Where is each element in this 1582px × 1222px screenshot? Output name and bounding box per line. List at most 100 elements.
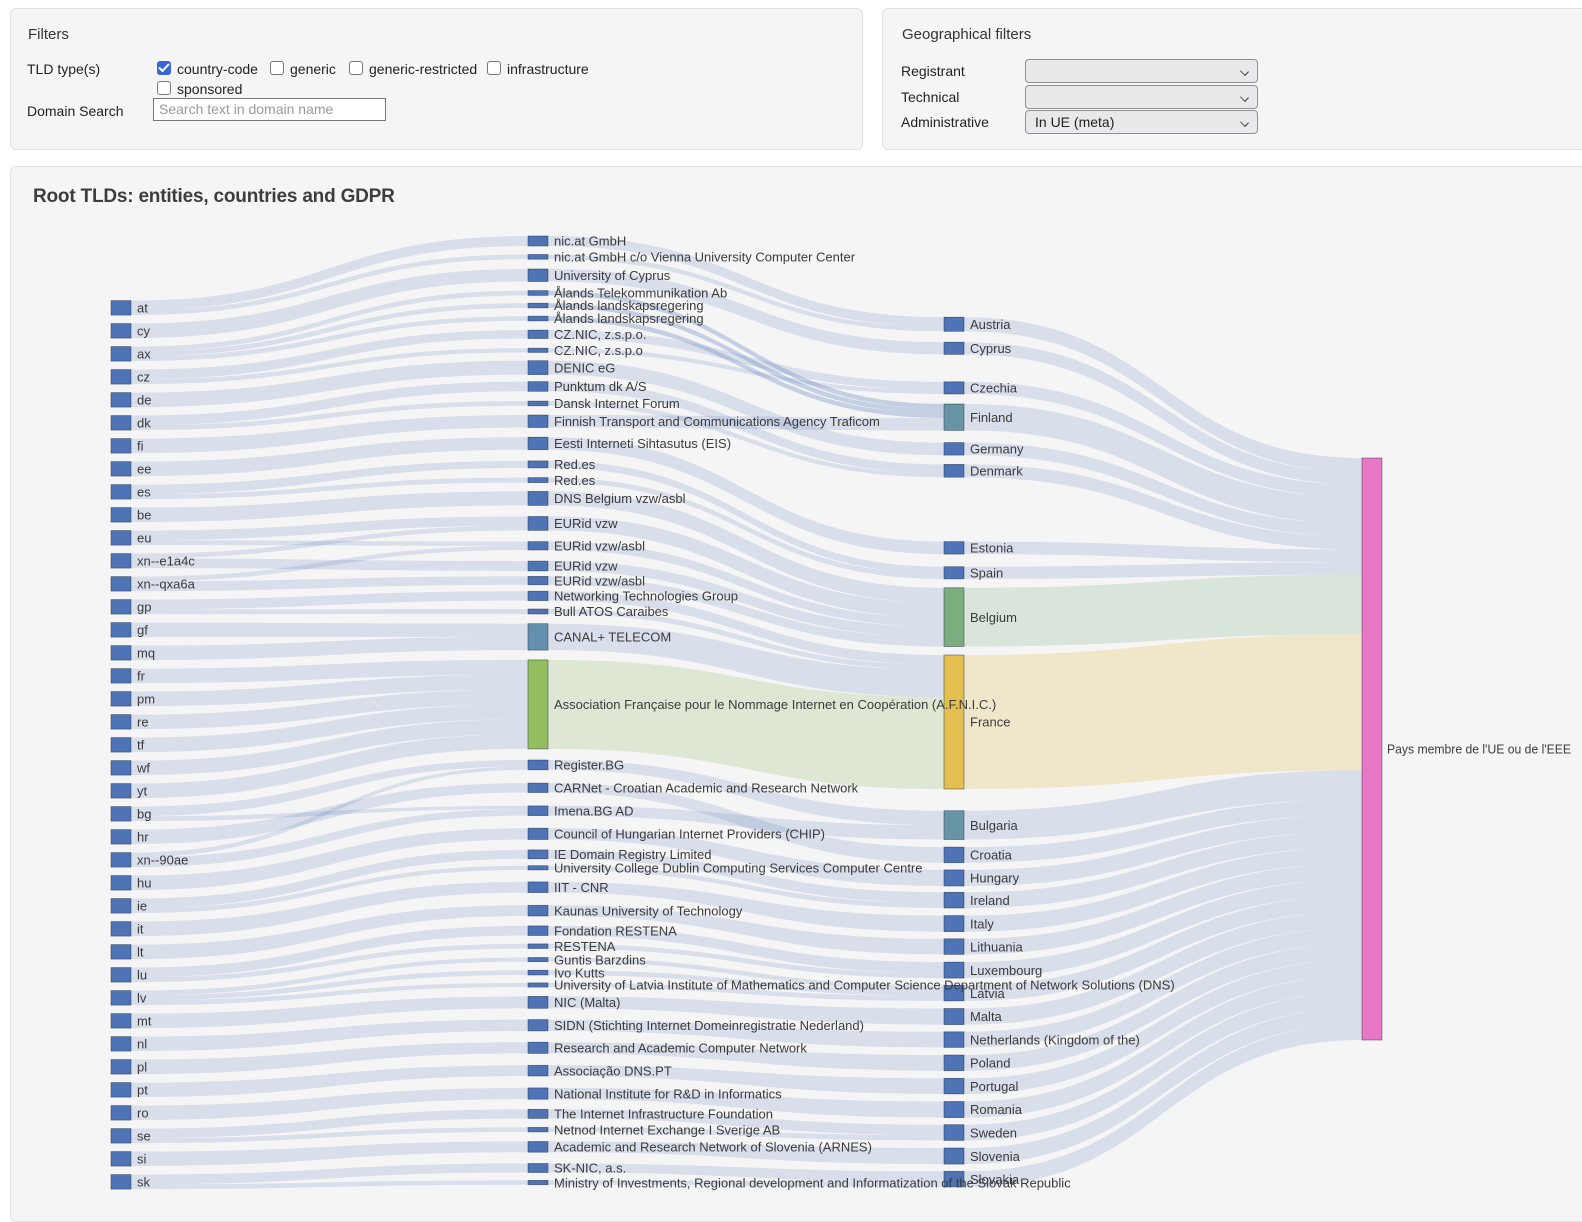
svg-text:mq: mq <box>137 646 155 661</box>
svg-text:pm: pm <box>137 692 155 707</box>
svg-text:Red.es: Red.es <box>554 457 596 472</box>
svg-text:gp: gp <box>137 600 151 615</box>
svg-text:Malta: Malta <box>970 1009 1003 1024</box>
svg-text:Eesti Interneti Sihtasutus (EI: Eesti Interneti Sihtasutus (EIS) <box>554 436 731 451</box>
svg-text:Czechia: Czechia <box>970 381 1018 396</box>
svg-text:Council of Hungarian Internet: Council of Hungarian Internet Providers … <box>554 827 825 842</box>
svg-text:fi: fi <box>137 439 144 454</box>
svg-text:tf: tf <box>137 738 145 753</box>
svg-text:CZ.NIC, z.s.p.o: CZ.NIC, z.s.p.o <box>554 343 643 358</box>
svg-text:CZ.NIC, z.s.p.o.: CZ.NIC, z.s.p.o. <box>554 327 646 342</box>
svg-text:University College Dublin Comp: University College Dublin Computing Serv… <box>554 861 923 876</box>
svg-text:mt: mt <box>137 1014 152 1029</box>
svg-text:be: be <box>137 508 151 523</box>
svg-text:ro: ro <box>137 1106 149 1121</box>
svg-text:pl: pl <box>137 1060 147 1075</box>
svg-text:Ålands landskapsregering: Ålands landskapsregering <box>554 298 704 313</box>
svg-text:EURid vzw: EURid vzw <box>554 516 618 531</box>
svg-text:Ireland: Ireland <box>970 893 1010 908</box>
svg-text:Red.es: Red.es <box>554 473 596 488</box>
svg-text:University of Cyprus: University of Cyprus <box>554 268 671 283</box>
svg-text:Italy: Italy <box>970 916 994 931</box>
svg-text:de: de <box>137 393 151 408</box>
svg-text:si: si <box>137 1152 147 1167</box>
svg-text:Luxembourg: Luxembourg <box>970 963 1042 978</box>
svg-text:DENIC eG: DENIC eG <box>554 360 615 375</box>
svg-text:Fondation RESTENA: Fondation RESTENA <box>554 923 677 938</box>
svg-text:gf: gf <box>137 623 148 638</box>
svg-text:Portugal: Portugal <box>970 1079 1019 1094</box>
svg-text:Austria: Austria <box>970 317 1011 332</box>
svg-text:Guntis Barzdins: Guntis Barzdins <box>554 952 646 967</box>
svg-text:Lithuania: Lithuania <box>970 939 1024 954</box>
svg-text:ie: ie <box>137 899 147 914</box>
svg-text:wf: wf <box>136 761 150 776</box>
svg-text:fr: fr <box>137 669 146 684</box>
svg-text:hu: hu <box>137 876 151 891</box>
svg-text:Dansk Internet Forum: Dansk Internet Forum <box>554 396 680 411</box>
svg-text:Finnish Transport and Communic: Finnish Transport and Communications Age… <box>554 414 880 429</box>
svg-text:Romania: Romania <box>970 1102 1023 1117</box>
svg-text:Hungary: Hungary <box>970 871 1020 886</box>
svg-text:lu: lu <box>137 968 147 983</box>
svg-text:re: re <box>137 715 149 730</box>
svg-text:Kaunas University of Technolog: Kaunas University of Technology <box>554 903 743 918</box>
svg-text:IIT - CNR: IIT - CNR <box>554 880 609 895</box>
svg-text:lv: lv <box>137 991 147 1006</box>
svg-text:Bull ATOS Caraibes: Bull ATOS Caraibes <box>554 604 669 619</box>
svg-text:EURid vzw/asbl: EURid vzw/asbl <box>554 539 645 554</box>
svg-text:at: at <box>137 301 148 316</box>
svg-text:yt: yt <box>137 784 148 799</box>
svg-text:Networking Technologies Group: Networking Technologies Group <box>554 589 738 604</box>
svg-text:xn--e1a4c: xn--e1a4c <box>137 554 195 569</box>
svg-text:IE Domain Registry Limited: IE Domain Registry Limited <box>554 847 712 862</box>
svg-text:cy: cy <box>137 324 151 339</box>
svg-text:Bulgaria: Bulgaria <box>970 818 1018 833</box>
svg-text:nic.at GmbH c/o Vienna Univers: nic.at GmbH c/o Vienna University Comput… <box>554 250 856 265</box>
svg-text:SIDN (Stichting Internet Domei: SIDN (Stichting Internet Domeinregistrat… <box>554 1018 864 1033</box>
svg-text:National Institute for R&D in: National Institute for R&D in Informatic… <box>554 1086 782 1101</box>
svg-text:sk: sk <box>137 1175 151 1190</box>
svg-text:Cyprus: Cyprus <box>970 341 1012 356</box>
svg-text:Slovenia: Slovenia <box>970 1149 1021 1164</box>
svg-text:Punktum dk A/S: Punktum dk A/S <box>554 379 647 394</box>
svg-text:NIC (Malta): NIC (Malta) <box>554 995 620 1010</box>
svg-text:xn--90ae: xn--90ae <box>137 853 188 868</box>
svg-text:Ålands Telekommunikation Ab: Ålands Telekommunikation Ab <box>554 286 727 301</box>
svg-text:Pays membre de l'UE ou de l'EE: Pays membre de l'UE ou de l'EEE <box>1387 742 1571 757</box>
svg-text:bg: bg <box>137 807 151 822</box>
svg-text:hr: hr <box>137 830 149 845</box>
svg-text:Spain: Spain <box>970 566 1003 581</box>
svg-text:CANAL+ TELECOM: CANAL+ TELECOM <box>554 630 671 645</box>
svg-text:it: it <box>137 922 144 937</box>
svg-text:Belgium: Belgium <box>970 610 1017 625</box>
svg-text:lt: lt <box>137 945 144 960</box>
svg-text:Ålands landskapsregering: Ålands landskapsregering <box>554 311 704 326</box>
svg-text:ax: ax <box>137 347 151 362</box>
svg-text:The Internet Infrastructure Fo: The Internet Infrastructure Foundation <box>554 1107 773 1122</box>
svg-text:Ministry of Investments, Regio: Ministry of Investments, Regional develo… <box>554 1175 1071 1190</box>
svg-text:cz: cz <box>137 370 150 385</box>
svg-text:EURid vzw/asbl: EURid vzw/asbl <box>554 573 645 588</box>
svg-text:se: se <box>137 1129 151 1144</box>
svg-text:nic.at GmbH: nic.at GmbH <box>554 234 626 249</box>
svg-text:CARNet - Croatian Academic and: CARNet - Croatian Academic and Research … <box>554 781 859 796</box>
svg-text:xn--qxa6a: xn--qxa6a <box>137 577 196 592</box>
svg-text:Latvia: Latvia <box>970 986 1005 1001</box>
svg-text:Associação DNS.PT: Associação DNS.PT <box>554 1063 672 1078</box>
svg-text:Research and Academic Computer: Research and Academic Computer Network <box>554 1041 807 1056</box>
svg-text:Register.BG: Register.BG <box>554 758 624 773</box>
svg-text:Croatia: Croatia <box>970 848 1013 863</box>
svg-text:Ivo Kutts: Ivo Kutts <box>554 965 605 980</box>
svg-text:dk: dk <box>137 416 151 431</box>
svg-text:University of Latvia Institute: University of Latvia Institute of Mathem… <box>554 978 1175 993</box>
svg-text:Germany: Germany <box>970 442 1024 457</box>
svg-text:Denmark: Denmark <box>970 464 1023 479</box>
svg-text:es: es <box>137 485 151 500</box>
svg-text:Netnod Internet Exchange I Sve: Netnod Internet Exchange I Sverige AB <box>554 1122 780 1137</box>
svg-text:ee: ee <box>137 462 151 477</box>
svg-text:SK-NIC, a.s.: SK-NIC, a.s. <box>554 1161 626 1176</box>
svg-text:nl: nl <box>137 1037 147 1052</box>
svg-text:Imena.BG AD: Imena.BG AD <box>554 804 633 819</box>
svg-text:Netherlands (Kingdom of the): Netherlands (Kingdom of the) <box>970 1032 1140 1047</box>
